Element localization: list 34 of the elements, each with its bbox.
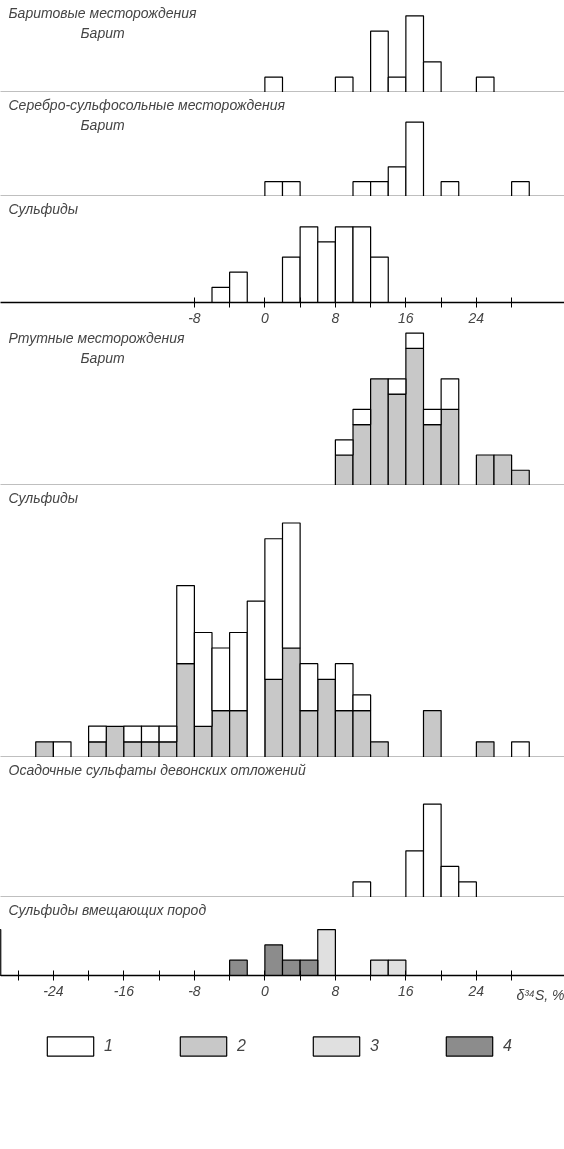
chart-title: Сульфиды вмещающих пород: [8, 901, 207, 918]
bar: [334, 76, 354, 92]
chart-subtitle: Барит: [80, 116, 125, 133]
x-tick-label: 16: [398, 982, 414, 999]
x-tick-label: -16: [113, 982, 135, 999]
bar: [264, 76, 284, 92]
text: Барит: [80, 24, 125, 41]
bar: [422, 710, 442, 757]
text: Барит: [80, 349, 125, 366]
legend-label: 1: [104, 1037, 114, 1055]
bar: [511, 741, 530, 757]
chart-title: Ртутные месторождения: [8, 329, 185, 346]
x-tick-label: -8: [188, 309, 201, 326]
legend-label: 4: [503, 1037, 513, 1055]
bar: [475, 741, 495, 757]
x-tick-label: 24: [467, 309, 485, 326]
chart-title: Баритовые месторождения: [8, 4, 197, 21]
x-tick-label: 8: [331, 309, 340, 326]
legend-label: 3: [370, 1037, 380, 1055]
chart-title: Сульфиды: [8, 200, 79, 217]
bar: [352, 881, 372, 897]
chart-title: Серебро-сульфосольные месторождения: [8, 96, 286, 113]
x-tick-label: 0: [260, 309, 269, 326]
x-tick-label: -8: [188, 982, 201, 999]
x-axis-title: δ³⁴S, %: [516, 987, 564, 1004]
legend-label: 2: [237, 1037, 247, 1055]
chart-title: Сульфиды: [8, 489, 79, 506]
x-tick-label: -24: [43, 982, 64, 999]
chart-title: Осадочные сульфаты девонских отложений: [8, 761, 306, 778]
x-tick-label: 8: [331, 982, 340, 999]
bar: [475, 76, 495, 92]
x-tick-label: 0: [260, 982, 269, 999]
x-tick-label: 24: [467, 982, 485, 999]
x-tick-label: 16: [398, 309, 414, 326]
